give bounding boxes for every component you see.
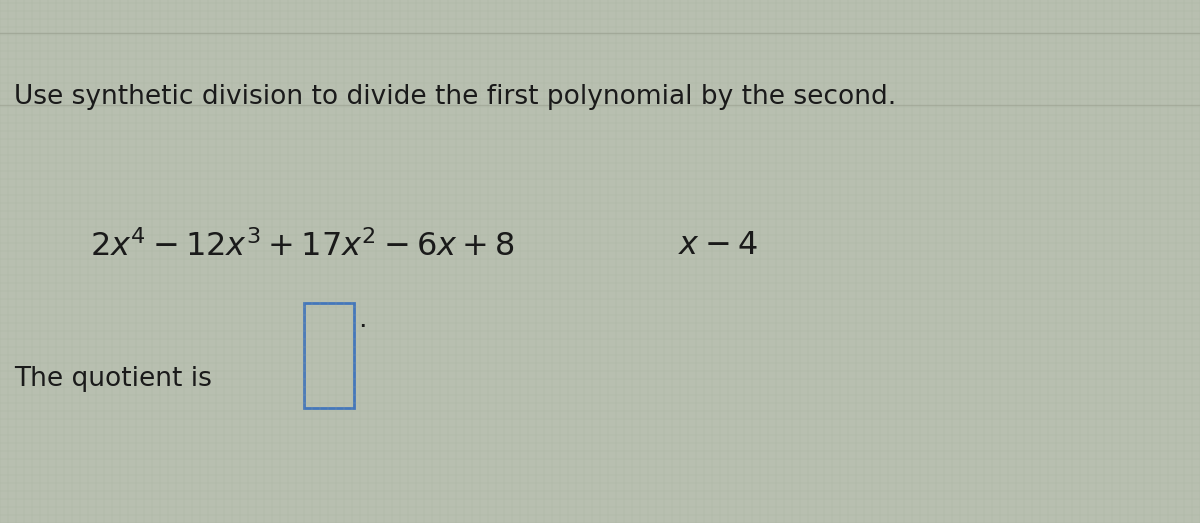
Text: .: . <box>358 308 366 333</box>
Text: The quotient is: The quotient is <box>14 366 212 392</box>
Bar <box>304 303 354 408</box>
Text: Use synthetic division to divide the first polynomial by the second.: Use synthetic division to divide the fir… <box>14 84 896 110</box>
Text: $2x^4 - 12x^3 + 17x^2 - 6x + 8$: $2x^4 - 12x^3 + 17x^2 - 6x + 8$ <box>90 230 515 263</box>
Text: $x - 4$: $x - 4$ <box>678 230 757 261</box>
